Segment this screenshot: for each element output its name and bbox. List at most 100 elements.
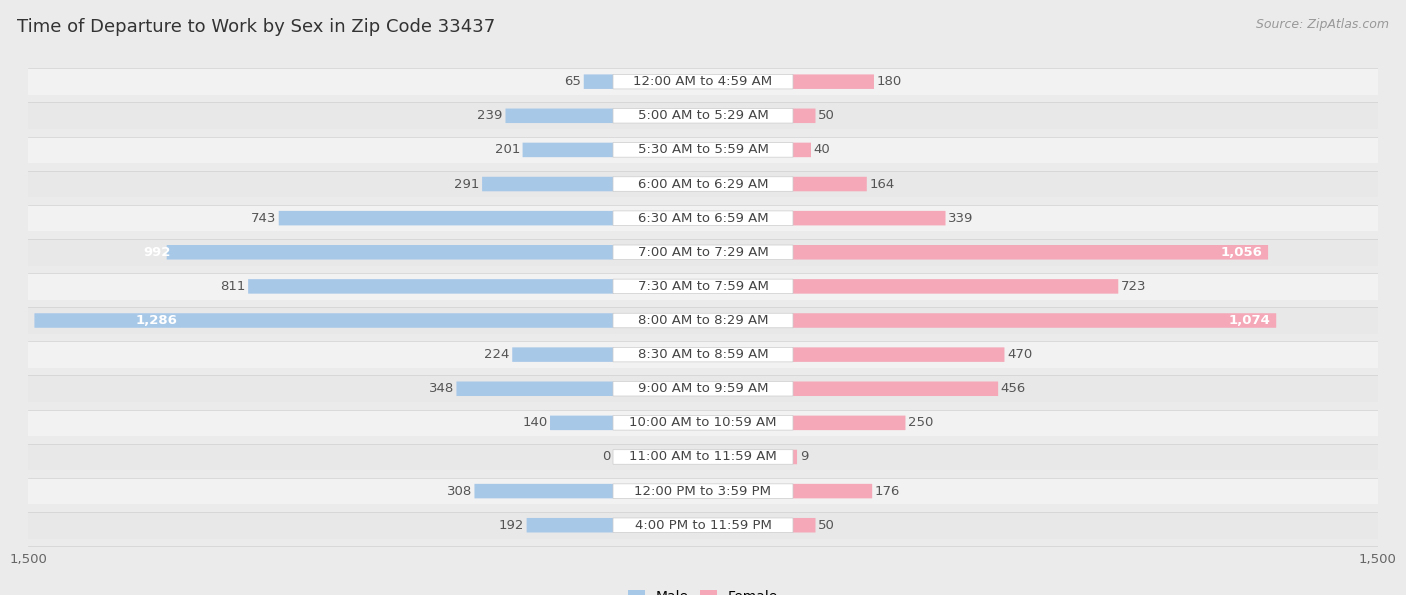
FancyBboxPatch shape [6, 342, 1400, 368]
FancyBboxPatch shape [6, 137, 1400, 163]
Text: 8:30 AM to 8:59 AM: 8:30 AM to 8:59 AM [638, 348, 768, 361]
FancyBboxPatch shape [613, 143, 793, 157]
Text: 4:00 PM to 11:59 PM: 4:00 PM to 11:59 PM [634, 519, 772, 532]
Text: 12:00 PM to 3:59 PM: 12:00 PM to 3:59 PM [634, 484, 772, 497]
FancyBboxPatch shape [6, 375, 1400, 402]
Text: 456: 456 [1001, 382, 1026, 395]
FancyBboxPatch shape [6, 307, 1400, 334]
FancyBboxPatch shape [6, 68, 1400, 95]
FancyBboxPatch shape [613, 74, 793, 89]
Text: 250: 250 [908, 416, 934, 430]
Text: 6:30 AM to 6:59 AM: 6:30 AM to 6:59 AM [638, 212, 768, 225]
FancyBboxPatch shape [793, 245, 1268, 259]
FancyBboxPatch shape [793, 279, 1118, 294]
Text: 723: 723 [1121, 280, 1146, 293]
Text: 7:00 AM to 7:29 AM: 7:00 AM to 7:29 AM [638, 246, 768, 259]
FancyBboxPatch shape [793, 211, 945, 226]
Text: 6:00 AM to 6:29 AM: 6:00 AM to 6:29 AM [638, 177, 768, 190]
FancyBboxPatch shape [527, 518, 613, 533]
Text: 50: 50 [818, 109, 835, 123]
FancyBboxPatch shape [613, 518, 793, 533]
FancyBboxPatch shape [793, 484, 872, 499]
FancyBboxPatch shape [6, 478, 1400, 505]
FancyBboxPatch shape [793, 143, 811, 157]
FancyBboxPatch shape [474, 484, 613, 499]
FancyBboxPatch shape [613, 415, 793, 430]
Text: 140: 140 [522, 416, 547, 430]
FancyBboxPatch shape [6, 444, 1400, 470]
FancyBboxPatch shape [793, 381, 998, 396]
Text: 291: 291 [454, 177, 479, 190]
FancyBboxPatch shape [550, 415, 613, 430]
FancyBboxPatch shape [34, 313, 613, 328]
Text: 0: 0 [602, 450, 610, 464]
FancyBboxPatch shape [793, 415, 905, 430]
Text: 192: 192 [499, 519, 524, 532]
Text: 811: 811 [221, 280, 246, 293]
Text: 470: 470 [1007, 348, 1032, 361]
FancyBboxPatch shape [613, 108, 793, 123]
Text: 180: 180 [877, 75, 901, 88]
FancyBboxPatch shape [793, 177, 866, 192]
FancyBboxPatch shape [613, 177, 793, 192]
Text: 10:00 AM to 10:59 AM: 10:00 AM to 10:59 AM [630, 416, 776, 430]
Text: 201: 201 [495, 143, 520, 156]
FancyBboxPatch shape [583, 74, 613, 89]
FancyBboxPatch shape [6, 205, 1400, 231]
Text: 1,286: 1,286 [135, 314, 177, 327]
FancyBboxPatch shape [6, 239, 1400, 265]
FancyBboxPatch shape [613, 381, 793, 396]
FancyBboxPatch shape [506, 108, 613, 123]
FancyBboxPatch shape [613, 211, 793, 226]
FancyBboxPatch shape [278, 211, 613, 226]
FancyBboxPatch shape [793, 518, 815, 533]
FancyBboxPatch shape [247, 279, 613, 294]
Text: 1,074: 1,074 [1229, 314, 1271, 327]
Text: 1,056: 1,056 [1220, 246, 1263, 259]
FancyBboxPatch shape [613, 347, 793, 362]
Text: 339: 339 [948, 212, 973, 225]
Text: 348: 348 [429, 382, 454, 395]
Text: 5:00 AM to 5:29 AM: 5:00 AM to 5:29 AM [638, 109, 768, 123]
FancyBboxPatch shape [793, 108, 815, 123]
FancyBboxPatch shape [793, 313, 1277, 328]
FancyBboxPatch shape [167, 245, 613, 259]
FancyBboxPatch shape [793, 450, 797, 464]
FancyBboxPatch shape [793, 347, 1004, 362]
Text: 9:00 AM to 9:59 AM: 9:00 AM to 9:59 AM [638, 382, 768, 395]
Text: 176: 176 [875, 484, 900, 497]
Text: 12:00 AM to 4:59 AM: 12:00 AM to 4:59 AM [634, 75, 772, 88]
FancyBboxPatch shape [6, 273, 1400, 300]
Text: 9: 9 [800, 450, 808, 464]
FancyBboxPatch shape [6, 102, 1400, 129]
FancyBboxPatch shape [6, 512, 1400, 538]
FancyBboxPatch shape [512, 347, 613, 362]
Text: 40: 40 [814, 143, 831, 156]
FancyBboxPatch shape [613, 450, 793, 464]
Text: 308: 308 [447, 484, 472, 497]
Text: 239: 239 [478, 109, 503, 123]
Text: 65: 65 [564, 75, 581, 88]
Text: 7:30 AM to 7:59 AM: 7:30 AM to 7:59 AM [637, 280, 769, 293]
FancyBboxPatch shape [613, 245, 793, 259]
Text: 5:30 AM to 5:59 AM: 5:30 AM to 5:59 AM [637, 143, 769, 156]
Text: 50: 50 [818, 519, 835, 532]
FancyBboxPatch shape [457, 381, 613, 396]
Text: 992: 992 [143, 246, 170, 259]
FancyBboxPatch shape [6, 409, 1400, 436]
FancyBboxPatch shape [482, 177, 613, 192]
Text: 8:00 AM to 8:29 AM: 8:00 AM to 8:29 AM [638, 314, 768, 327]
FancyBboxPatch shape [523, 143, 613, 157]
FancyBboxPatch shape [793, 74, 875, 89]
FancyBboxPatch shape [613, 279, 793, 294]
FancyBboxPatch shape [6, 171, 1400, 198]
FancyBboxPatch shape [613, 313, 793, 328]
FancyBboxPatch shape [613, 484, 793, 499]
Text: Source: ZipAtlas.com: Source: ZipAtlas.com [1256, 18, 1389, 31]
Text: Time of Departure to Work by Sex in Zip Code 33437: Time of Departure to Work by Sex in Zip … [17, 18, 495, 36]
Legend: Male, Female: Male, Female [628, 590, 778, 595]
Text: 743: 743 [250, 212, 276, 225]
Text: 224: 224 [484, 348, 509, 361]
Text: 11:00 AM to 11:59 AM: 11:00 AM to 11:59 AM [628, 450, 778, 464]
Text: 164: 164 [869, 177, 894, 190]
